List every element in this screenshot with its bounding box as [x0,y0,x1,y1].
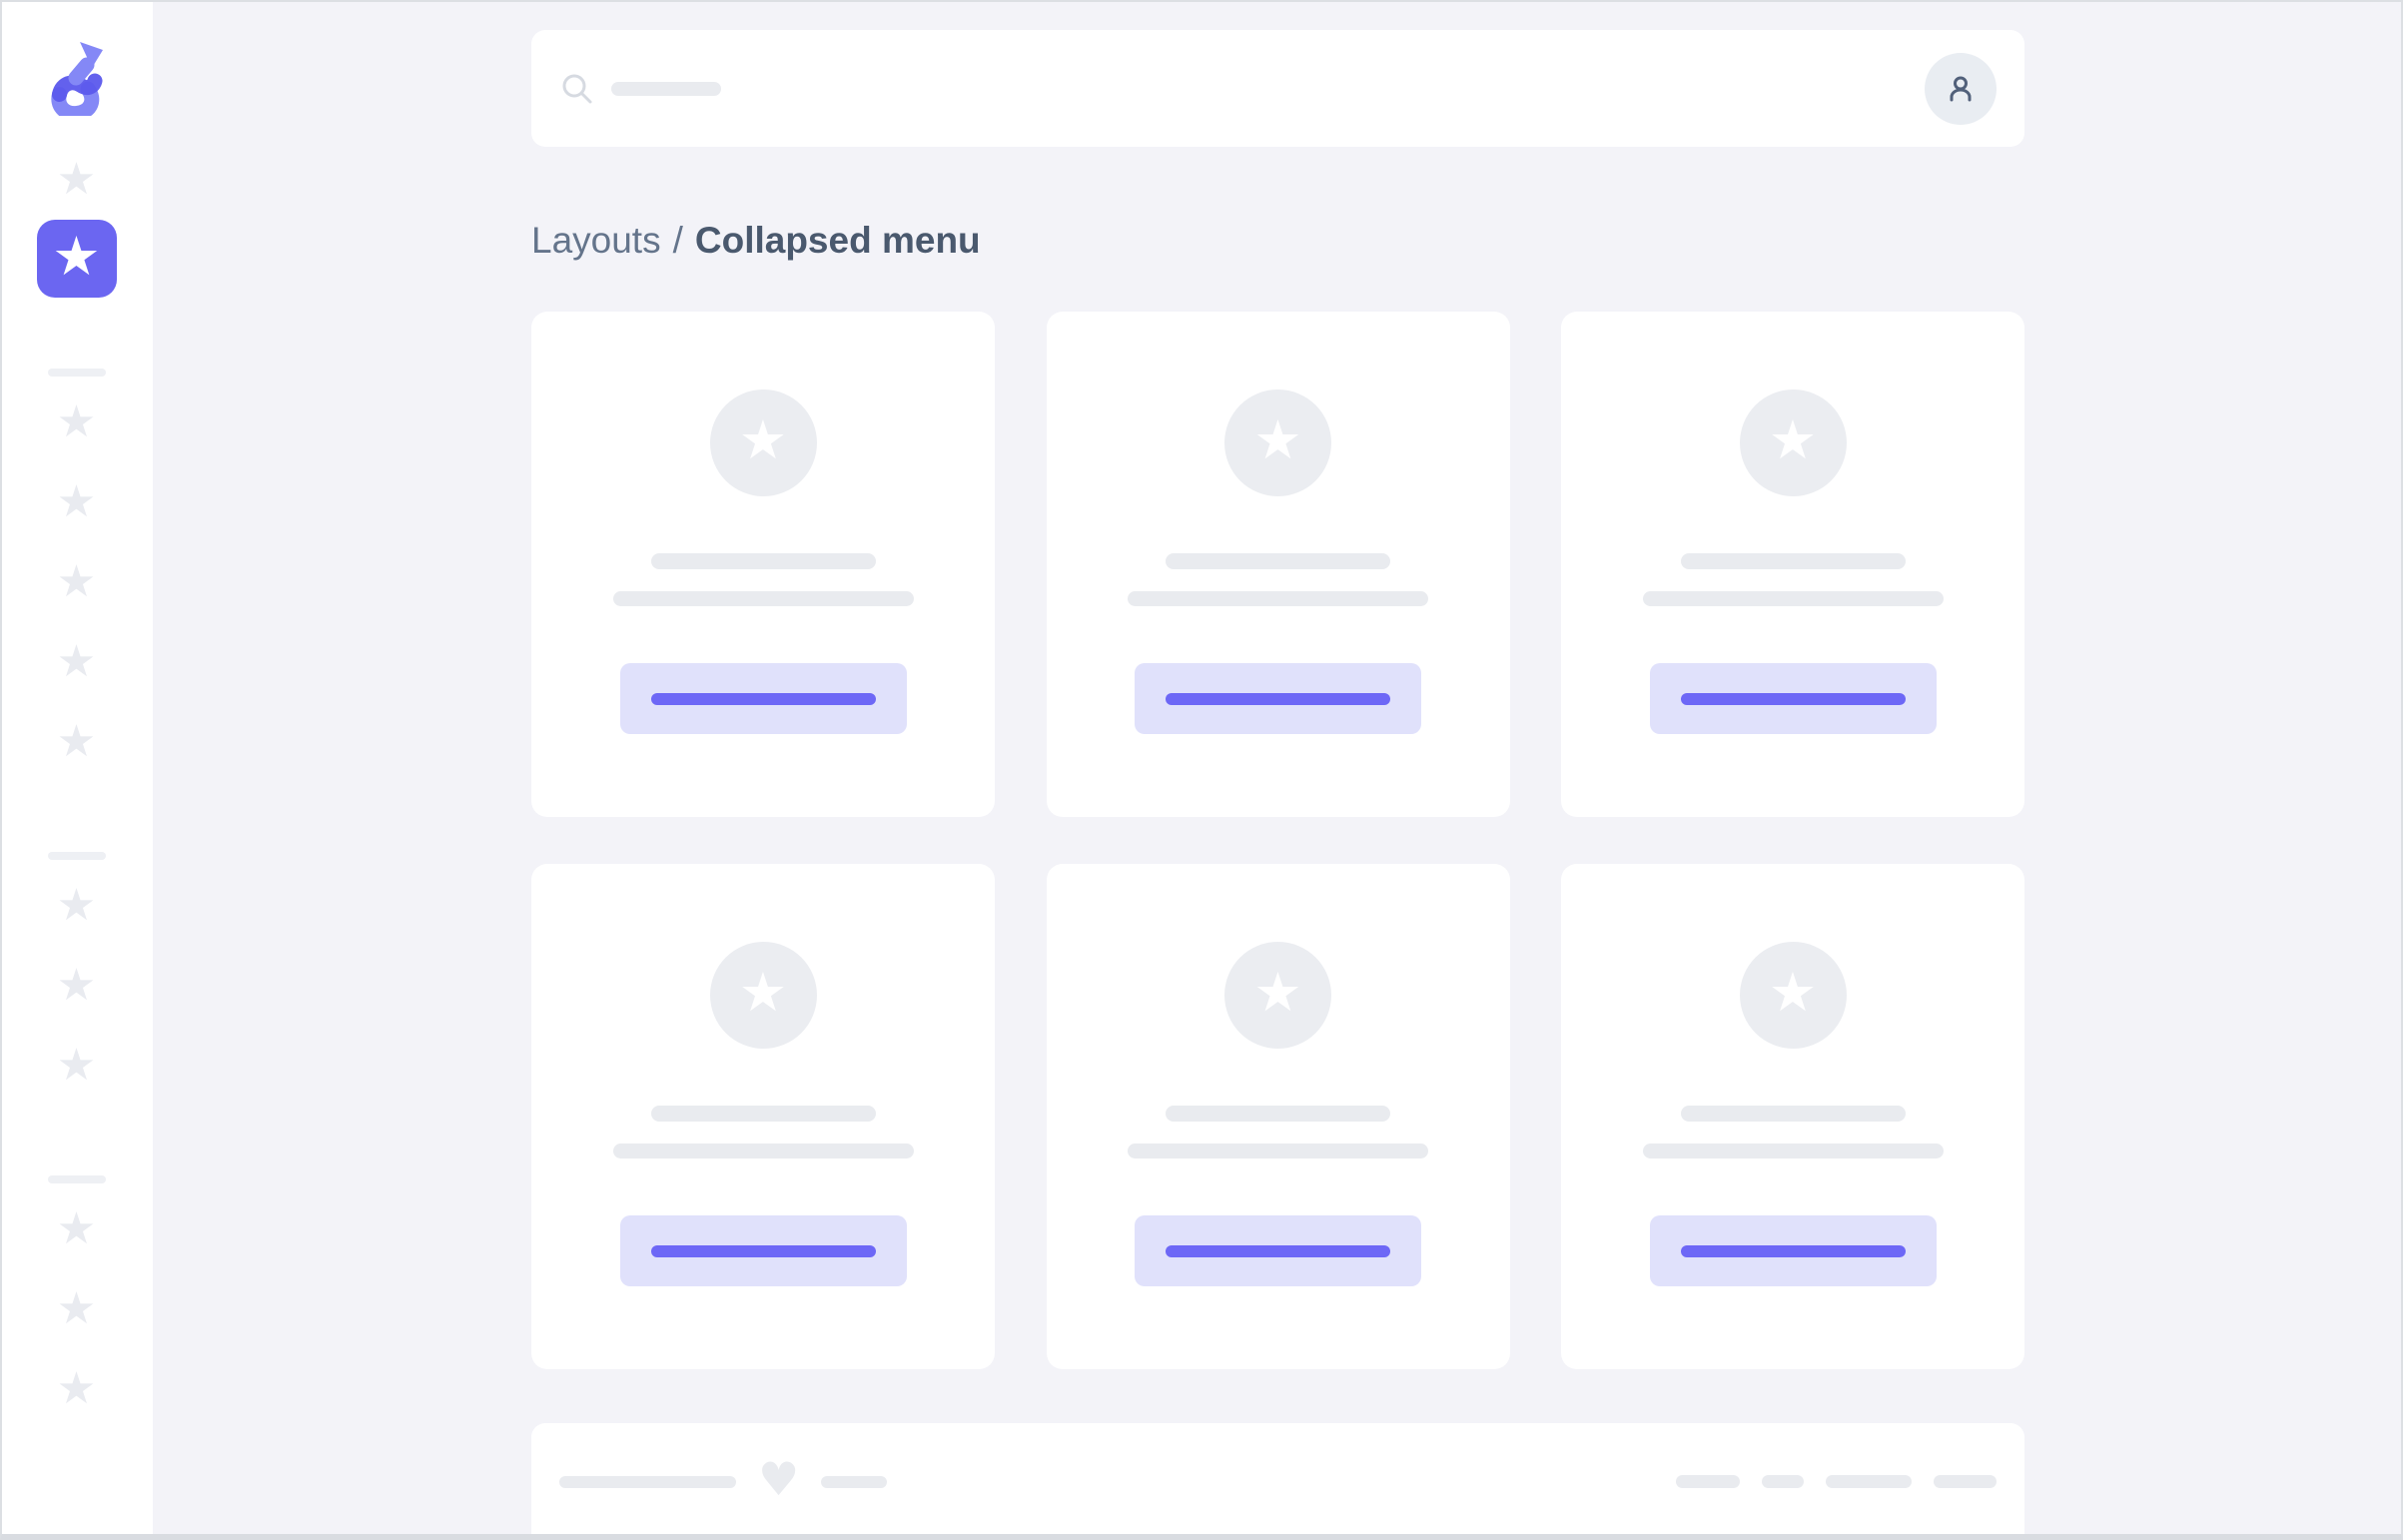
sidebar-item-star[interactable]: ★ [47,640,107,684]
heart-icon: ♥ [758,1451,800,1506]
star-icon: ★ [56,396,97,447]
star-icon: ★ [1253,960,1302,1024]
breadcrumb-separator: / [672,220,683,261]
card-title-placeholder [1166,553,1390,569]
button-label-placeholder [1680,1244,1906,1257]
card-title-placeholder [650,553,876,569]
sidebar-divider [47,369,106,377]
button-label-placeholder [1166,692,1390,705]
sidebar-nav: ★ ★ ★ ★ ★ ★ ★ ★ ★ ★ ★ ★ ★ [0,116,153,1411]
card-button[interactable] [1649,1215,1937,1286]
card-star-badge: ★ [1739,389,1847,496]
star-icon: ★ [1768,407,1818,471]
breadcrumb: Layouts / Collapsed menu [531,219,2024,263]
sidebar-divider [47,852,106,860]
sidebar: ★ ★ ★ ★ ★ ★ ★ ★ ★ ★ ★ ★ ★ [0,0,153,1540]
star-icon: ★ [56,636,97,687]
card-subtitle-placeholder [612,591,914,606]
button-label-placeholder [650,692,876,705]
sidebar-item-active[interactable]: ★ [36,220,117,298]
star-icon: ★ [52,225,101,288]
search-placeholder-line [611,81,721,96]
footer-pill [1934,1475,1997,1488]
button-label-placeholder [650,1244,876,1257]
sidebar-divider [47,1175,106,1183]
placeholder-card: ★ [1046,312,1510,817]
star-icon: ★ [56,1283,97,1334]
footer-placeholder-line-short [821,1475,888,1488]
star-icon: ★ [56,716,97,767]
placeholder-card: ★ [1561,864,2024,1369]
placeholder-card: ★ [1561,312,2024,817]
star-icon: ★ [56,880,97,931]
card-subtitle-placeholder [1642,591,1944,606]
card-subtitle-placeholder [1642,1144,1944,1158]
card-button[interactable] [1649,663,1937,734]
star-icon: ★ [738,960,788,1024]
sidebar-item-star[interactable]: ★ [47,1207,107,1251]
star-icon: ★ [56,556,97,607]
card-title-placeholder [1166,1106,1390,1122]
card-star-badge: ★ [1224,942,1331,1049]
card-star-badge: ★ [709,942,817,1049]
card-title-placeholder [1680,553,1906,569]
sidebar-item-star[interactable]: ★ [47,480,107,524]
sidebar-item-star[interactable]: ★ [47,964,107,1008]
card-star-badge: ★ [1224,389,1331,496]
footer-pill [1826,1475,1912,1488]
star-icon: ★ [56,1040,97,1091]
sidebar-groups: ★ ★ ★ ★ ★ ★ ★ ★ ★ ★ ★ [0,298,153,1411]
card-button[interactable] [1135,663,1421,734]
user-icon [1950,76,1972,101]
card-button[interactable] [619,663,907,734]
sidebar-item-star[interactable]: ★ [47,400,107,444]
placeholder-card: ★ [1046,864,1510,1369]
card-title-placeholder [650,1106,876,1122]
star-icon: ★ [738,407,788,471]
card-button[interactable] [619,1215,907,1286]
sidebar-item-star[interactable]: ★ [47,884,107,928]
star-icon: ★ [1768,960,1818,1024]
card-star-badge: ★ [1739,942,1847,1049]
main-area: Layouts / Collapsed menu ★ ★ ★ ★ [153,0,2403,1540]
card-subtitle-placeholder [1128,1144,1428,1158]
s-arrow-logo-icon [50,42,103,116]
sidebar-item-star[interactable]: ★ [47,720,107,764]
cards-grid: ★ ★ ★ ★ ★ [531,312,2024,1369]
button-label-placeholder [1166,1244,1390,1257]
sidebar-item-star[interactable]: ★ [47,1044,107,1088]
card-star-badge: ★ [709,389,817,496]
breadcrumb-current: Collapsed menu [694,220,981,261]
star-icon: ★ [56,960,97,1011]
search-bar[interactable] [531,30,2024,147]
placeholder-card: ★ [531,864,995,1369]
footer-placeholder-line [559,1475,736,1488]
footer-pills [1676,1475,1997,1488]
sidebar-item-star[interactable]: ★ [47,560,107,604]
card-subtitle-placeholder [1128,591,1428,606]
content-column: Layouts / Collapsed menu ★ ★ ★ ★ [531,0,2024,1540]
star-icon: ★ [1253,407,1302,471]
sidebar-item-star[interactable]: ★ [47,158,107,202]
footer-bar: ♥ [531,1423,2024,1540]
footer-pill [1676,1475,1740,1488]
user-avatar-button[interactable] [1925,52,1997,125]
sidebar-item-star[interactable]: ★ [47,1367,107,1411]
search-icon [562,74,592,103]
breadcrumb-link-layouts[interactable]: Layouts [531,220,661,261]
button-label-placeholder [1680,692,1906,705]
app-logo[interactable] [48,40,106,116]
star-icon: ★ [56,476,97,527]
footer-pill [1762,1475,1804,1488]
card-button[interactable] [1135,1215,1421,1286]
star-icon: ★ [56,1363,97,1414]
star-icon: ★ [56,1203,97,1254]
sidebar-item-star[interactable]: ★ [47,1287,107,1331]
card-subtitle-placeholder [612,1144,914,1158]
star-icon: ★ [56,154,97,205]
placeholder-card: ★ [531,312,995,817]
card-title-placeholder [1680,1106,1906,1122]
